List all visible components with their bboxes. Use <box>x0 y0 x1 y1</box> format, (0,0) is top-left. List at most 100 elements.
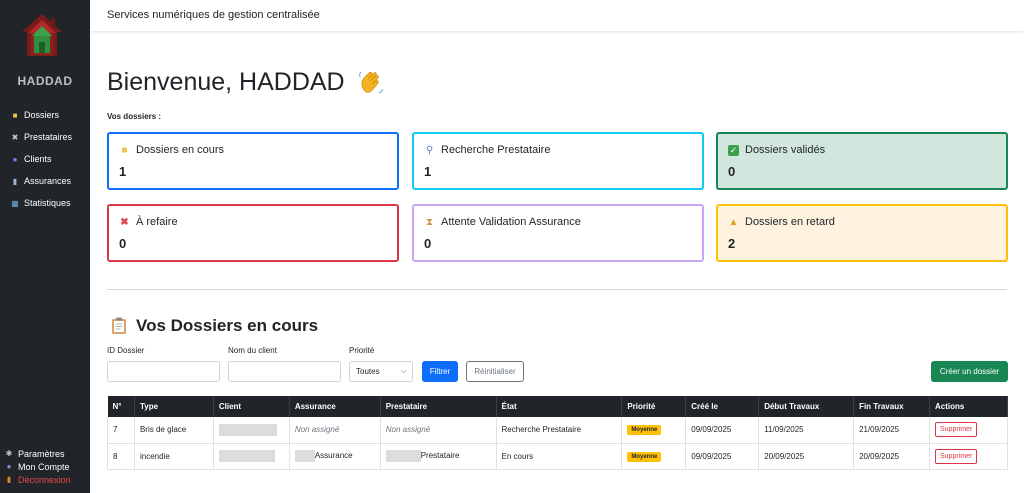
client-name-input[interactable] <box>228 361 341 382</box>
card-title: À refaire <box>136 216 178 228</box>
cell-fin: 20/09/2025 <box>853 443 930 470</box>
cell-num: 8 <box>107 443 135 470</box>
sidebar-item-label: Assurances <box>24 176 72 186</box>
sidebar-item-label: Paramètres <box>18 448 65 459</box>
building-icon: ▮ <box>12 176 18 186</box>
cell-cree: 09/09/2025 <box>685 417 760 444</box>
redacted-block <box>218 423 277 436</box>
redacted-block <box>218 450 275 462</box>
table-row[interactable]: 8 incendie Assurance Prestataire En cour… <box>107 443 1009 470</box>
prestataire-name: Prestataire <box>420 451 460 461</box>
sidebar-item-assurances[interactable]: ▮ Assurances <box>10 170 72 192</box>
sidebar: HADDAD ■ Dossiers ✖ Prestataires ● Clien… <box>0 0 90 493</box>
priority-select-value: Toutes <box>356 367 380 376</box>
sidebar-item-label: Prestataires <box>24 132 73 142</box>
sidebar-item-label: Clients <box>24 154 52 164</box>
folder-icon: ■ <box>12 110 18 120</box>
divider <box>107 289 1007 290</box>
card-a-refaire[interactable]: ✖ À refaire 0 <box>107 204 399 262</box>
redacted-block <box>385 450 421 462</box>
user-icon: ● <box>6 462 12 471</box>
people-icon: ● <box>12 154 18 164</box>
chart-icon: ▦ <box>11 198 19 208</box>
card-title: Attente Validation Assurance <box>441 216 581 228</box>
cell-actions: Supprimer <box>929 417 1009 444</box>
column-header: Priorité <box>621 396 687 417</box>
card-title: Recherche Prestataire <box>441 144 551 156</box>
sidebar-item-clients[interactable]: ● Clients <box>10 148 72 170</box>
column-header: Prestataire <box>380 396 497 417</box>
header-title: Services numériques de gestion centralis… <box>107 9 320 21</box>
assurance-name: Assurance <box>314 451 353 461</box>
warning-icon: ▲ <box>728 216 739 228</box>
cell-debut: 20/09/2025 <box>758 443 855 470</box>
delete-button[interactable]: Supprimer <box>934 422 978 438</box>
column-header: Type <box>134 396 214 417</box>
hourglass-icon: ⧗ <box>425 216 434 228</box>
cell-prestataire: Prestataire <box>380 443 497 470</box>
brand-name: HADDAD <box>17 74 73 88</box>
sidebar-item-label: Mon Compte <box>18 461 70 472</box>
sidebar-item-statistiques[interactable]: ▦ Statistiques <box>10 192 72 214</box>
priority-label: Priorité <box>349 346 375 355</box>
welcome-text: Bienvenue, HADDAD <box>107 68 345 96</box>
card-title: Dossiers validés <box>745 144 826 156</box>
column-header: Fin Travaux <box>853 396 930 417</box>
client-name-label: Nom du client <box>228 346 277 355</box>
column-header: N° <box>107 396 135 417</box>
id-dossier-input[interactable] <box>107 361 220 382</box>
cell-assurance: Assurance <box>289 443 381 470</box>
sidebar-bottom-nav: ✱ Paramètres ● Mon Compte ▮ Déconnexion <box>4 447 71 486</box>
priority-badge: Moyenne <box>627 451 662 462</box>
reset-button[interactable]: Réinitialiser <box>466 361 524 382</box>
cell-assurance: Non assigné <box>289 417 381 444</box>
top-bar: Services numériques de gestion centralis… <box>90 0 1024 31</box>
sidebar-item-parametres[interactable]: ✱ Paramètres <box>4 447 71 460</box>
priority-badge: Moyenne <box>627 425 662 436</box>
cell-prestataire: Non assigné <box>380 417 497 444</box>
card-recherche-prestataire[interactable]: ⚲ Recherche Prestataire 1 <box>412 132 704 190</box>
column-header: Actions <box>929 396 1009 417</box>
clipboard-icon <box>112 317 126 334</box>
dossiers-table: N° Type Client Assurance Prestataire Éta… <box>107 396 1009 470</box>
column-header: Créé le <box>685 396 760 417</box>
list-title: Vos Dossiers en cours <box>111 316 318 336</box>
card-value: 0 <box>424 236 432 251</box>
column-header: Début Travaux <box>758 396 855 417</box>
card-dossiers-en-retard[interactable]: ▲ Dossiers en retard 2 <box>716 204 1008 262</box>
house-logo-icon <box>22 14 62 56</box>
folder-icon: ■ <box>121 144 128 156</box>
cell-priorite: Moyenne <box>621 443 687 470</box>
priority-select[interactable]: Toutes ⌵ <box>349 361 413 382</box>
sidebar-item-deconnexion[interactable]: ▮ Déconnexion <box>4 473 71 486</box>
filter-button[interactable]: Filtrer <box>422 361 458 382</box>
sidebar-item-label: Dossiers <box>24 110 60 120</box>
sidebar-item-dossiers[interactable]: ■ Dossiers <box>10 104 72 126</box>
cell-type: incendie <box>134 443 214 470</box>
redacted-block <box>294 450 315 462</box>
cell-cree: 09/09/2025 <box>685 443 760 470</box>
chevron-down-icon: ⌵ <box>400 367 406 375</box>
create-dossier-button[interactable]: Créer un dossier <box>931 361 1008 382</box>
card-attente-validation[interactable]: ⧗ Attente Validation Assurance 0 <box>412 204 704 262</box>
id-dossier-label: ID Dossier <box>107 346 145 355</box>
column-header: Assurance <box>289 396 381 417</box>
cell-debut: 11/09/2025 <box>758 417 855 444</box>
card-value: 0 <box>119 236 127 251</box>
card-value: 2 <box>728 236 736 251</box>
cell-priorite: Moyenne <box>621 417 687 444</box>
list-title-text: Vos Dossiers en cours <box>136 316 319 335</box>
sidebar-item-label: Déconnexion <box>18 474 71 485</box>
card-dossiers-en-cours[interactable]: ■ Dossiers en cours 1 <box>107 132 399 190</box>
sidebar-item-prestataires[interactable]: ✖ Prestataires <box>10 126 72 148</box>
card-dossiers-valides[interactable]: ✓ Dossiers validés 0 <box>716 132 1008 190</box>
sidebar-nav: ■ Dossiers ✖ Prestataires ● Clients ▮ As… <box>10 104 72 214</box>
cell-fin: 21/09/2025 <box>853 417 930 444</box>
delete-button[interactable]: Supprimer <box>934 448 978 464</box>
sidebar-item-mon-compte[interactable]: ● Mon Compte <box>4 460 71 473</box>
door-icon: ▮ <box>6 475 12 484</box>
cell-client <box>213 417 290 444</box>
card-title: Dossiers en retard <box>745 216 835 228</box>
table-row[interactable]: 7 Bris de glace Non assigné Non assigné … <box>107 417 1009 444</box>
card-value: 1 <box>424 164 432 179</box>
